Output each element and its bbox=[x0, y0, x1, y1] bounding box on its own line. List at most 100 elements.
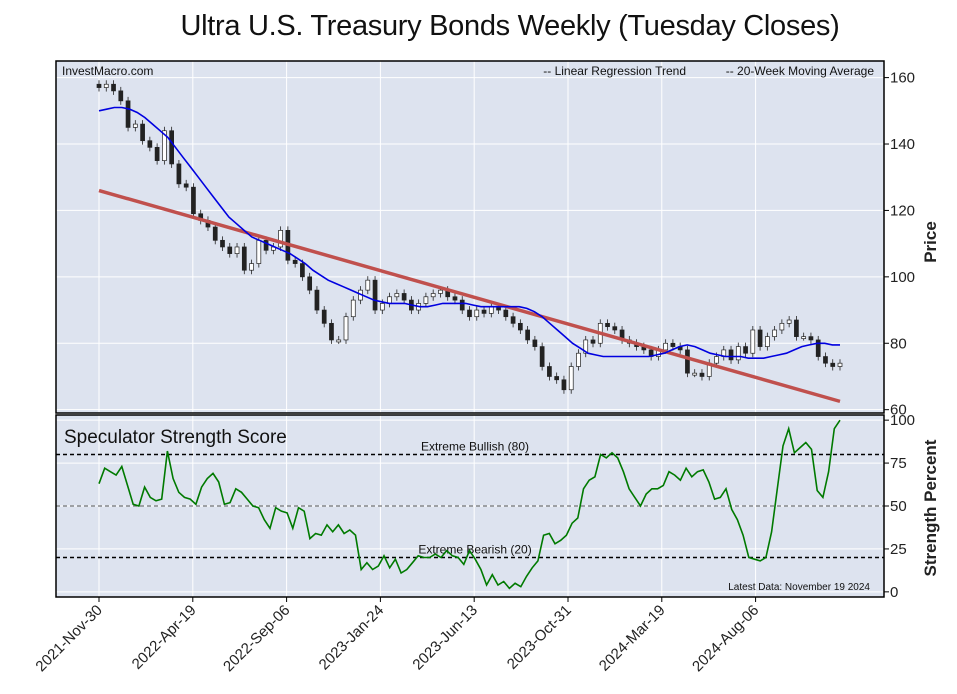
candle-body bbox=[169, 130, 174, 165]
candle-body bbox=[757, 329, 763, 347]
reference-label: Extreme Bullish (80) bbox=[421, 439, 529, 453]
candle-body bbox=[692, 372, 698, 376]
candle-body bbox=[154, 146, 160, 161]
candle-body bbox=[365, 279, 371, 291]
candle-body bbox=[459, 299, 465, 311]
candle-body bbox=[430, 293, 436, 298]
price-y-tick-label: 80 bbox=[890, 335, 907, 352]
candle-body bbox=[554, 376, 560, 381]
candle-body bbox=[183, 183, 189, 188]
candle-body bbox=[503, 309, 509, 318]
candle-body bbox=[561, 379, 567, 391]
candle-body bbox=[176, 163, 182, 185]
strength-y-tick-label: 0 bbox=[890, 584, 898, 601]
candle-body bbox=[670, 342, 676, 347]
candle-body bbox=[212, 226, 218, 241]
reference-label: Extreme Bearish (20) bbox=[418, 543, 531, 557]
candle-body bbox=[350, 299, 356, 318]
candle-body bbox=[96, 83, 102, 88]
candle-body bbox=[663, 342, 668, 351]
candle-body bbox=[307, 276, 313, 291]
candle-body bbox=[714, 356, 719, 364]
chart-title: Ultra U.S. Treasury Bonds Weekly (Tuesda… bbox=[180, 10, 840, 42]
candle-body bbox=[438, 289, 443, 294]
strength-y-tick-label: 25 bbox=[890, 541, 907, 558]
strength-reference-lines: Extreme Bullish (80) Extreme Bearish (20) bbox=[56, 439, 884, 559]
candle-body bbox=[743, 346, 748, 354]
moving-average-line bbox=[98, 106, 840, 359]
candle-body bbox=[343, 316, 349, 341]
x-tick-label: 2024-Mar-19 bbox=[596, 602, 669, 675]
x-tick-label: 2021-Nov-30 bbox=[32, 602, 105, 675]
candle-body bbox=[249, 263, 254, 271]
strength-score-line bbox=[98, 419, 841, 590]
latest-data-label: Latest Data: November 19 2024 bbox=[728, 582, 870, 593]
candle-body bbox=[583, 339, 589, 354]
candle-body bbox=[278, 230, 283, 248]
candle-body bbox=[220, 239, 225, 248]
price-y-ticks: 60 80 100 120 140 160 bbox=[884, 70, 915, 419]
candle-body bbox=[808, 336, 814, 341]
candle-body bbox=[605, 322, 610, 328]
x-tick-label: 2023-Jan-24 bbox=[316, 602, 388, 674]
candle-body bbox=[801, 336, 807, 339]
price-grid bbox=[56, 61, 884, 413]
candle-body bbox=[467, 309, 472, 318]
price-y-tick-label: 160 bbox=[890, 70, 915, 87]
candle-body bbox=[118, 90, 124, 102]
candle-body bbox=[379, 303, 385, 311]
x-tick-label: 2023-Jun-13 bbox=[409, 602, 481, 674]
strength-y-ticks: 0 25 50 75 100 bbox=[884, 412, 915, 601]
candle-body bbox=[539, 346, 545, 367]
candle-body bbox=[191, 186, 196, 215]
strength-panel-title: Speculator Strength Score bbox=[64, 427, 287, 448]
candle-body bbox=[532, 339, 538, 347]
price-panel bbox=[56, 61, 884, 413]
candle-body bbox=[685, 349, 690, 374]
candle-body bbox=[321, 309, 327, 324]
candle-body bbox=[786, 319, 792, 324]
candle-body bbox=[525, 329, 530, 341]
price-axis-label: Price bbox=[921, 221, 940, 263]
candle-body bbox=[256, 239, 262, 264]
candle-body bbox=[372, 279, 378, 311]
price-y-tick-label: 140 bbox=[890, 136, 915, 153]
candle-body bbox=[423, 296, 429, 304]
candle-body bbox=[292, 259, 298, 264]
candle-body bbox=[568, 366, 574, 391]
price-y-tick-label: 60 bbox=[890, 402, 907, 419]
strength-y-tick-label: 75 bbox=[890, 455, 907, 472]
candle-body bbox=[750, 329, 756, 354]
candle-body bbox=[125, 100, 131, 128]
candle-body bbox=[612, 326, 618, 331]
candle-body bbox=[336, 339, 342, 343]
candle-body bbox=[772, 329, 777, 337]
candle-body bbox=[140, 123, 145, 142]
strength-axis-label: Strength Percent bbox=[921, 439, 940, 576]
candle-body bbox=[481, 309, 487, 314]
candle-body bbox=[227, 246, 233, 254]
candle-body bbox=[735, 346, 741, 361]
candle-body bbox=[132, 123, 138, 128]
candle-body bbox=[765, 336, 770, 347]
regression-trend-line bbox=[98, 188, 841, 404]
watermark: InvestMacro.com bbox=[62, 64, 153, 78]
candle-body bbox=[111, 83, 116, 92]
price-y-tick-label: 120 bbox=[890, 202, 915, 219]
x-tick-label: 2024-Aug-06 bbox=[689, 602, 762, 675]
legend-regression: -- Linear Regression Trend bbox=[543, 64, 686, 78]
candle-body bbox=[830, 362, 836, 367]
candle-body bbox=[241, 246, 247, 271]
x-tick-label: 2023-Oct-31 bbox=[504, 602, 575, 673]
candle-body bbox=[510, 316, 516, 324]
candle-body bbox=[779, 322, 785, 331]
strength-y-tick-label: 100 bbox=[890, 412, 915, 429]
candle-body bbox=[474, 309, 480, 318]
candle-body bbox=[314, 289, 320, 311]
price-panel-border bbox=[55, 60, 885, 414]
candle-body bbox=[234, 246, 240, 254]
candle-body bbox=[329, 322, 334, 341]
candle-body bbox=[547, 366, 552, 377]
candle-body bbox=[794, 319, 799, 337]
